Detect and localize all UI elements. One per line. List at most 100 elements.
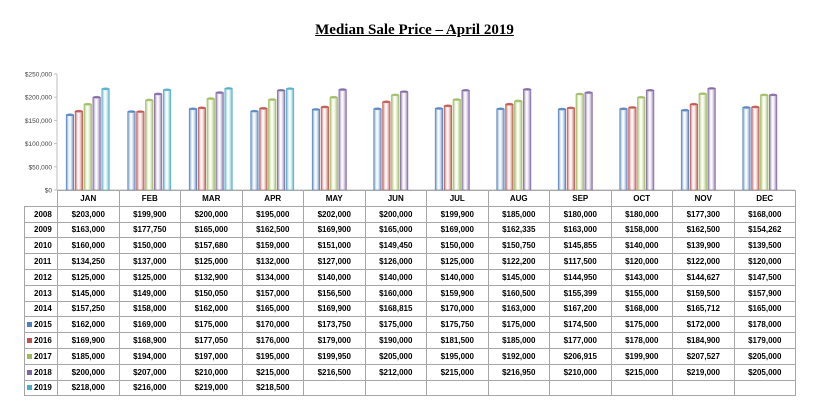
y-tick-label: $250,000 [25, 72, 52, 79]
x-tick-label: OCT [610, 190, 673, 207]
bar-2017-aug [514, 100, 523, 191]
table-cell: $160,000 [364, 284, 427, 302]
table-cell: $177,750 [118, 221, 181, 239]
x-tick-label: FEB [118, 190, 181, 207]
table-row: 2013 $145,000 $149,000 $150,050 $157,000 $156… [24, 284, 796, 302]
table-cell: $219,000 [672, 363, 735, 381]
x-tick-label: JAN [57, 190, 120, 207]
bar-2018-dec [769, 94, 778, 191]
bar-2019-feb [163, 89, 172, 191]
row-year: 2010 [24, 237, 58, 255]
x-tick-label: MAY [303, 190, 366, 207]
table-cell: $205,000 [364, 347, 427, 365]
table-cell: $159,900 [426, 284, 489, 302]
table-cell: $157,680 [180, 237, 243, 255]
table-cell: $125,000 [118, 268, 181, 286]
bar-cap [224, 87, 233, 90]
y-tick-label: $150,000 [25, 118, 52, 125]
table-cell: $215,000 [610, 363, 673, 381]
table-cell: $134,000 [241, 268, 304, 286]
table-cell: $175,750 [426, 316, 489, 334]
table-row: 2017 $185,000 $194,000 $197,000 $195,000 $199… [24, 347, 796, 365]
bar-2015-feb [127, 111, 136, 191]
table-row: 2012 $125,000 $125,000 $132,900 $134,000 $140… [24, 268, 796, 286]
bar-2018-aug [523, 89, 532, 191]
table-row: 2018 $200,000 $207,000 $210,000 $215,000 $216… [24, 363, 796, 381]
table-cell: $120,000 [733, 253, 796, 270]
table-cell: $150,750 [487, 237, 550, 255]
bar-cap [514, 99, 523, 103]
bar-2015-jun [373, 108, 382, 191]
legend-swatch [27, 353, 32, 359]
table-cell: $150,000 [426, 237, 489, 255]
bar-cap [321, 105, 329, 109]
table-cell: $157,900 [733, 284, 796, 302]
data-table: JAN FEB MAR APR MAY JUN JUL AUG SEP OCT NOV DEC 200… [24, 190, 796, 397]
bar-2018-jun [400, 91, 409, 191]
legend-swatch [27, 385, 32, 391]
table-cell: $210,000 [549, 363, 612, 381]
table-cell: $145,000 [57, 284, 120, 302]
table-cell: $170,000 [426, 300, 489, 318]
table-cell: $207,000 [118, 363, 181, 381]
table-cell: $212,000 [364, 363, 427, 381]
table-cell: $125,000 [57, 268, 120, 286]
table-cell: $207,527 [672, 347, 735, 365]
table-cell: $125,000 [180, 253, 243, 270]
bar-cap [391, 93, 400, 97]
table-cell: $192,000 [487, 347, 550, 365]
table-cell: $168,900 [118, 332, 181, 349]
table-cell [549, 379, 612, 397]
bar-2016-aug [505, 103, 514, 191]
table-row: 2016 $169,900 $168,900 $177,050 $176,000 $179… [24, 332, 796, 349]
row-year-label: 2012 [34, 272, 52, 282]
bar-2018-sep [584, 92, 593, 191]
table-cell: $139,900 [672, 237, 735, 255]
bar-2017-oct [637, 96, 646, 191]
x-tick-label: APR [241, 190, 304, 207]
bar-2017-sep [575, 93, 584, 191]
table-cell: $165,000 [180, 221, 243, 239]
table-cell: $219,000 [180, 379, 243, 397]
bar-cap [681, 108, 689, 112]
bar-cap [163, 88, 171, 92]
row-year: 2011 [24, 253, 58, 270]
table-cell [610, 379, 673, 397]
bar-cap [206, 97, 215, 100]
table-cell: $145,855 [549, 237, 612, 255]
table-cell: $158,000 [118, 300, 181, 318]
legend-swatch [27, 338, 32, 344]
table-cell: $160,500 [487, 284, 550, 302]
table-cell: $185,000 [487, 205, 550, 223]
table-cell: $134,250 [57, 253, 120, 270]
bar-cap [505, 102, 514, 106]
table-cell: $165,000 [241, 300, 304, 318]
legend-label: 2015 [34, 320, 52, 330]
table-cell: $157,000 [241, 284, 304, 302]
table-cell: $137,000 [118, 253, 181, 270]
x-tick-label: JUL [426, 190, 489, 207]
row-year: 2012 [24, 268, 58, 286]
table-cell: $170,000 [241, 316, 304, 334]
table-cell: $132,000 [241, 253, 304, 270]
table-cell: $216,950 [487, 363, 550, 381]
table-cell: $122,200 [487, 253, 550, 270]
row-year-label: 2010 [34, 241, 52, 251]
table-cell: $185,000 [487, 332, 550, 349]
table-cell: $197,000 [180, 347, 243, 365]
bar-cap [189, 107, 197, 111]
bar-cap [250, 109, 259, 113]
bar-cap [760, 93, 769, 97]
row-year: 2013 [24, 284, 58, 302]
table-cell: $185,000 [57, 347, 120, 365]
table-cell: $168,000 [733, 205, 796, 223]
table-cell: $181,500 [426, 332, 489, 349]
table-cell: $175,000 [610, 316, 673, 334]
row-year: 2018 [24, 363, 58, 381]
table-cell: $172,000 [672, 316, 735, 334]
bar-cap [259, 107, 268, 110]
bar-2016-jun [382, 101, 391, 191]
table-cell: $155,399 [549, 284, 612, 302]
bar-cap [646, 88, 654, 92]
bar-2018-mar [215, 92, 224, 191]
